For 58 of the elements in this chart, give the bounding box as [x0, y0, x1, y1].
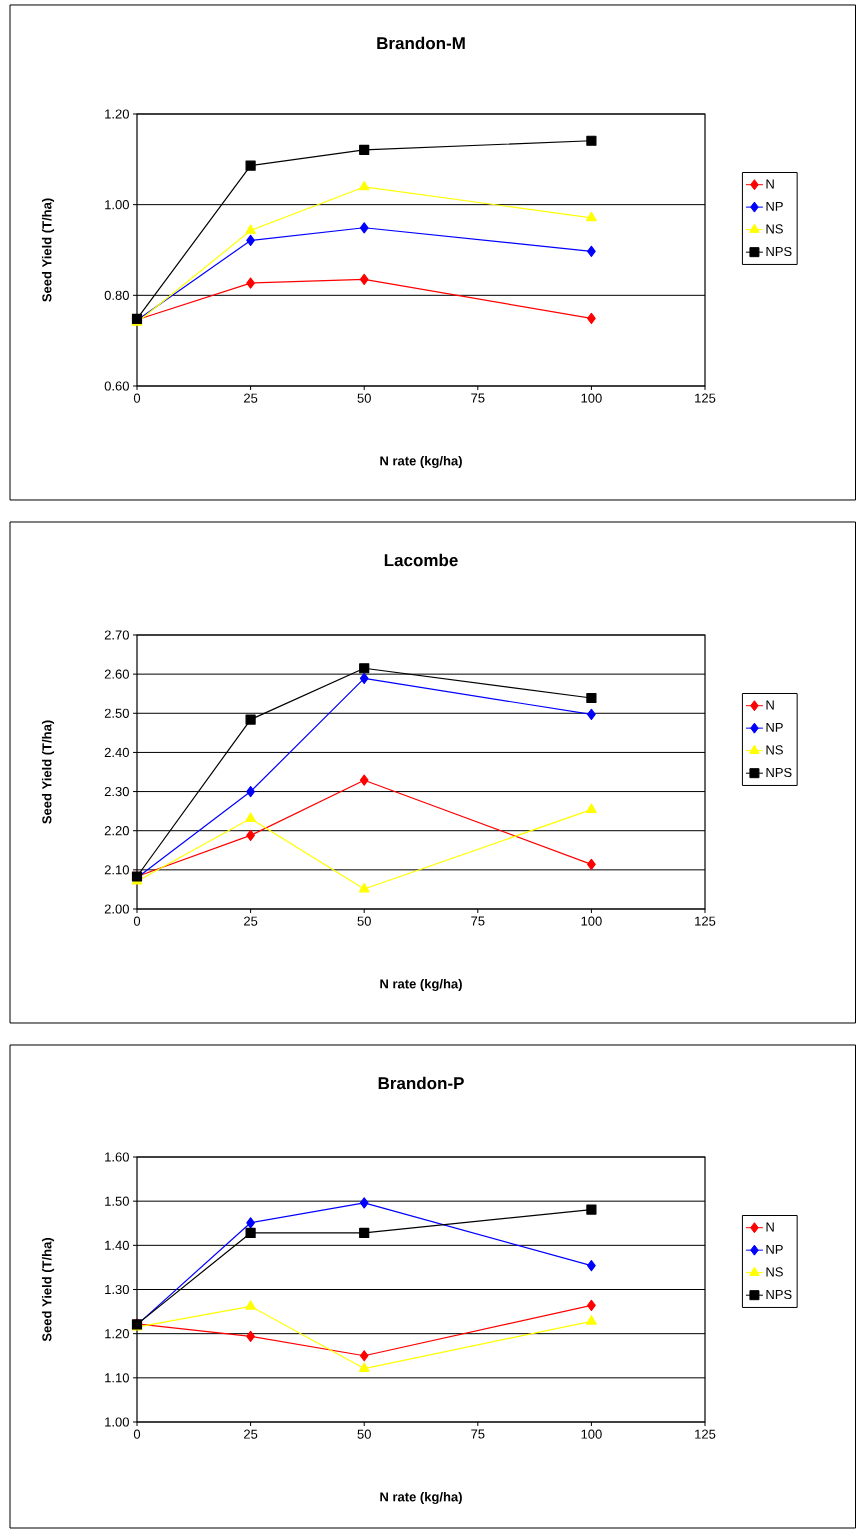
chart-title: Brandon-M	[377, 36, 465, 50]
legend-label: NS	[766, 745, 783, 755]
y-tick-label: 2.50	[104, 708, 129, 718]
x-tick-label: 75	[471, 916, 485, 926]
x-tick-label: 25	[244, 393, 258, 403]
x-tick-label: 100	[581, 393, 602, 403]
x-axis-title: N rate (kg/ha)	[380, 978, 462, 992]
legend-label: NP	[766, 722, 783, 732]
y-axis-title: Seed Yield (T/ha)	[41, 1238, 55, 1342]
y-tick-label: 1.60	[105, 1152, 129, 1162]
x-tick-label: 50	[357, 916, 371, 926]
x-axis-title: N rate (kg/ha)	[380, 455, 462, 469]
legend-label: NS	[766, 224, 783, 234]
x-tick-label: 0	[133, 916, 141, 926]
x-tick-label: 50	[357, 393, 371, 403]
y-axis-title: Seed Yield (T/ha)	[41, 720, 55, 824]
legend-label: NP	[766, 201, 783, 211]
legend-label: NPS	[766, 1289, 792, 1300]
legend-label: N	[766, 700, 774, 710]
y-tick-label: 2.20	[104, 826, 129, 836]
y-tick-label: 2.70	[104, 630, 129, 640]
y-tick-label: 2.30	[104, 786, 129, 797]
y-tick-label: 2.10	[104, 865, 129, 875]
y-tick-label: 1.00	[105, 1417, 129, 1427]
y-tick-label: 0.80	[104, 290, 129, 300]
legend-label: N	[766, 179, 774, 189]
y-tick-label: 1.20	[105, 1329, 129, 1339]
x-tick-label: 75	[471, 1429, 485, 1439]
chart-title: Lacombe	[384, 553, 458, 567]
x-tick-label: 125	[695, 1429, 716, 1439]
y-tick-label: 1.50	[105, 1196, 129, 1206]
y-tick-label: 2.60	[104, 669, 129, 679]
x-tick-label: 100	[581, 1429, 602, 1439]
y-tick-label: 1.40	[105, 1240, 129, 1250]
chart-title: Brandon-P	[378, 1076, 464, 1090]
y-tick-label: 1.30	[105, 1284, 129, 1295]
legend-label: NS	[766, 1267, 783, 1277]
x-tick-label: 125	[695, 393, 716, 403]
x-tick-label: 50	[357, 1429, 371, 1439]
y-tick-label: 2.40	[104, 747, 129, 758]
x-tick-label: 125	[695, 916, 716, 926]
x-axis-title: N rate (kg/ha)	[380, 1491, 462, 1505]
y-tick-label: 1.20	[105, 109, 129, 119]
legend-label: NP	[766, 1244, 783, 1254]
x-tick-label: 0	[133, 1429, 141, 1439]
x-tick-label: 25	[244, 916, 258, 926]
x-tick-label: 75	[471, 393, 485, 403]
legend-label: NPS	[766, 246, 792, 257]
x-tick-label: 25	[244, 1429, 258, 1439]
y-tick-label: 1.10	[105, 1373, 129, 1383]
y-axis-title: Seed Yield (T/ha)	[41, 198, 55, 302]
legend-label: NPS	[766, 767, 792, 778]
legend-label: N	[766, 1222, 774, 1232]
y-tick-label: 1.00	[105, 200, 129, 210]
y-tick-label: 0.60	[104, 381, 129, 391]
x-tick-label: 100	[581, 916, 602, 926]
x-tick-label: 0	[133, 393, 141, 403]
y-tick-label: 2.00	[104, 904, 129, 914]
